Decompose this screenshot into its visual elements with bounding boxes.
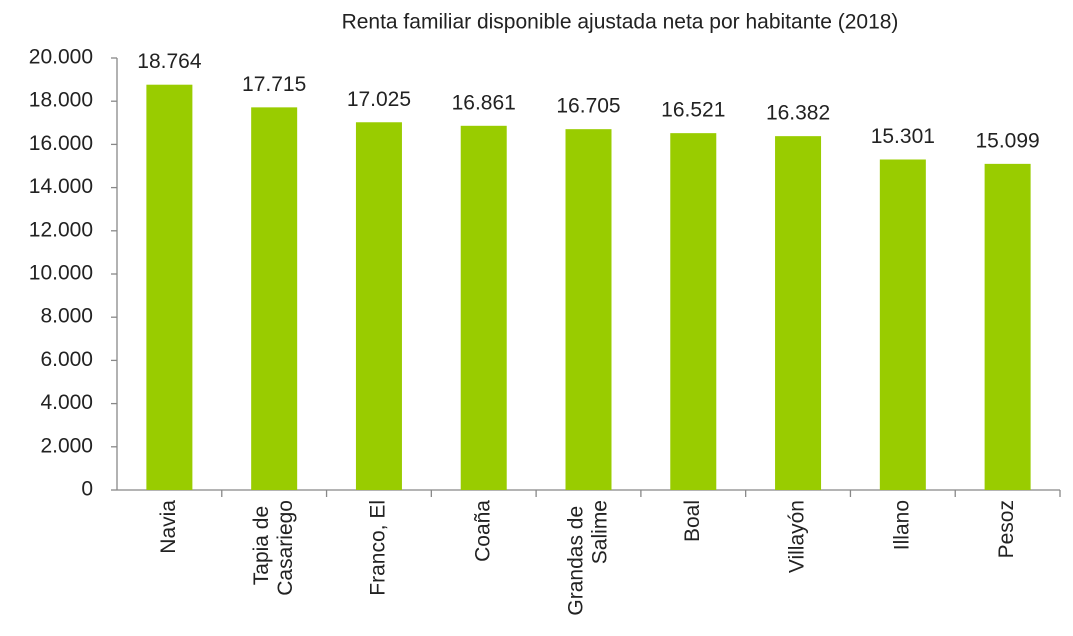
data-label: 15.099	[975, 129, 1039, 152]
data-label: 18.764	[137, 50, 202, 73]
y-tick-label: 10.000	[29, 262, 93, 285]
x-tick-label: Franco, El	[366, 500, 389, 596]
y-tick-label: 18.000	[29, 89, 93, 112]
bar	[251, 107, 298, 490]
bar	[146, 84, 193, 490]
y-tick-label: 16.000	[29, 132, 93, 155]
data-label: 16.861	[452, 91, 516, 114]
y-tick-label: 20.000	[29, 46, 93, 69]
chart-title: Renta familiar disponible ajustada neta …	[342, 11, 899, 34]
x-tick-label: Coaña	[471, 500, 494, 562]
data-label: 17.025	[347, 88, 411, 111]
bar	[355, 122, 402, 490]
bar	[879, 159, 926, 490]
y-tick-label: 14.000	[29, 175, 93, 198]
y-tick-label: 6.000	[40, 348, 93, 371]
y-tick-label: 0	[81, 478, 93, 501]
bar	[565, 129, 612, 490]
bar	[775, 136, 822, 490]
x-tick-label: Pesoz	[995, 500, 1018, 558]
data-label: 17.715	[242, 73, 306, 96]
bar	[670, 133, 717, 490]
x-tick-label: Grandas de Salime	[564, 500, 611, 616]
data-label: 16.521	[661, 99, 725, 122]
y-tick-label: 8.000	[40, 305, 93, 328]
x-tick-label: Tapia de Casariego	[250, 500, 297, 596]
x-tick-label: Navia	[157, 500, 180, 554]
x-tick-label: Boal	[681, 500, 704, 542]
bar	[460, 125, 507, 490]
data-label: 16.382	[766, 102, 830, 125]
y-tick-label: 12.000	[29, 218, 93, 241]
x-tick-label: Villayón	[786, 500, 809, 573]
x-tick-label: Illano	[890, 500, 913, 550]
y-tick-label: 2.000	[40, 434, 93, 457]
bar	[984, 163, 1031, 490]
data-label: 16.705	[556, 95, 620, 118]
y-tick-label: 4.000	[40, 391, 93, 414]
data-label: 15.301	[871, 125, 935, 148]
